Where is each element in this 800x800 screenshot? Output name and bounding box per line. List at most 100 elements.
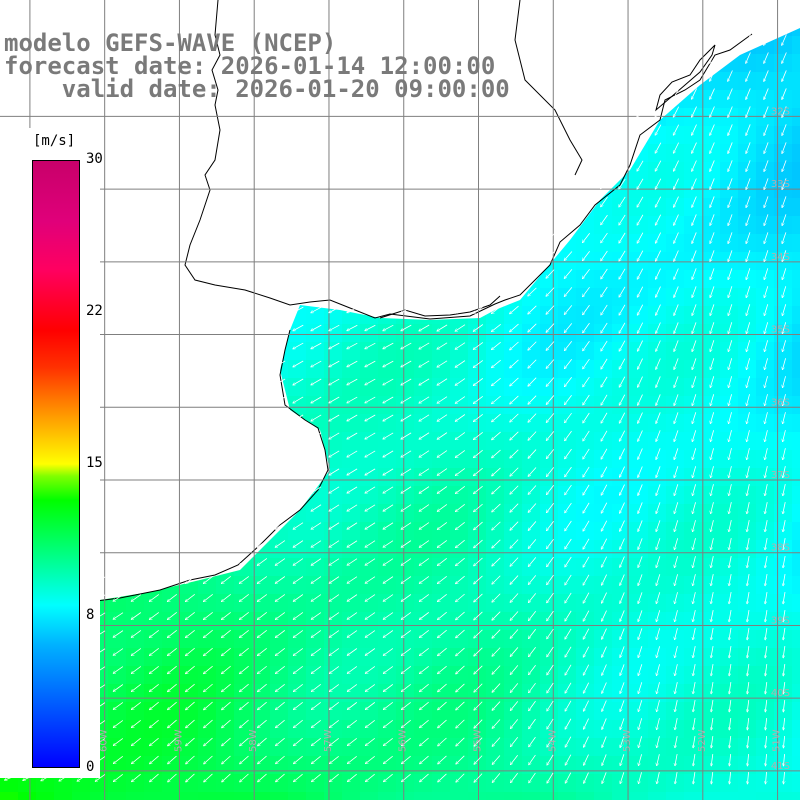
wind-speed-cell xyxy=(630,792,649,800)
wind-arrow xyxy=(275,522,286,530)
wind-arrow xyxy=(383,684,394,691)
wind-speed-cell xyxy=(468,342,487,361)
wind-speed-colorbar xyxy=(32,160,80,768)
wind-arrow xyxy=(583,358,590,369)
wind-arrow xyxy=(329,432,340,439)
wind-speed-cell xyxy=(396,396,415,415)
wind-speed-cell xyxy=(486,666,505,685)
wind-arrow xyxy=(747,574,750,586)
wind-arrow xyxy=(765,681,767,694)
wind-speed-cell xyxy=(414,648,433,667)
wind-speed-cell xyxy=(792,54,800,73)
wind-arrow xyxy=(419,647,429,655)
wind-arrow xyxy=(275,414,286,421)
wind-arrow xyxy=(546,413,555,422)
wind-speed-cell xyxy=(684,288,703,307)
wind-arrow xyxy=(728,34,733,46)
wind-arrow xyxy=(783,448,786,460)
wind-arrow xyxy=(710,376,715,387)
wind-speed-cell xyxy=(630,414,649,433)
wind-speed-cell xyxy=(558,738,577,757)
wind-speed-cell xyxy=(324,684,343,703)
wind-arrow xyxy=(221,683,231,692)
wind-arrow xyxy=(765,556,768,568)
wind-speed-cell xyxy=(774,234,793,253)
wind-arrow xyxy=(602,682,607,693)
wind-arrow xyxy=(437,306,448,313)
wind-arrow xyxy=(782,250,787,261)
wind-speed-cell xyxy=(594,342,613,361)
wind-arrow xyxy=(602,646,607,658)
wind-arrow xyxy=(765,466,768,478)
wind-arrow xyxy=(473,324,484,331)
wind-speed-cell xyxy=(324,792,343,800)
wind-arrow xyxy=(655,88,662,99)
wind-speed-cell xyxy=(342,756,361,775)
wind-arrow xyxy=(510,377,519,386)
wind-arrow xyxy=(149,594,160,601)
wind-arrow xyxy=(765,664,768,676)
wind-speed-cell xyxy=(216,576,235,595)
wind-speed-cell xyxy=(666,630,685,649)
wind-speed-cell xyxy=(360,702,379,721)
wind-speed-cell xyxy=(342,468,361,487)
wind-arrow xyxy=(185,629,195,637)
wind-arrow xyxy=(783,430,786,442)
wind-speed-cell xyxy=(666,486,685,505)
wind-speed-cell xyxy=(720,108,739,127)
wind-arrow xyxy=(619,268,626,279)
wind-speed-cell xyxy=(432,756,451,775)
wind-speed-cell xyxy=(540,324,559,343)
wind-speed-cell xyxy=(792,522,800,541)
wind-arrow xyxy=(728,106,733,117)
wind-arrow xyxy=(293,522,304,530)
wind-speed-cell xyxy=(414,378,433,397)
wind-arrow xyxy=(365,486,376,493)
wind-arrow xyxy=(564,412,572,423)
wind-speed-cell xyxy=(468,432,487,451)
wind-speed-cell xyxy=(684,306,703,325)
wind-speed-cell xyxy=(792,252,800,271)
wind-arrow xyxy=(510,575,519,585)
wind-arrow xyxy=(293,701,303,709)
wind-speed-cell xyxy=(576,432,595,451)
wind-speed-cell xyxy=(270,738,289,757)
wind-speed-cell xyxy=(144,702,163,721)
wind-speed-cell xyxy=(594,360,613,379)
wind-arrow xyxy=(765,502,768,514)
wind-arrow xyxy=(275,630,286,637)
wind-arrow xyxy=(710,268,715,279)
wind-speed-cell xyxy=(504,576,523,595)
wind-arrow xyxy=(311,684,322,691)
wind-arrow xyxy=(764,250,769,261)
wind-speed-cell xyxy=(378,450,397,469)
wind-speed-cell xyxy=(450,414,469,433)
wind-speed-cell xyxy=(468,504,487,523)
wind-speed-cell xyxy=(432,594,451,613)
wind-speed-cell xyxy=(360,360,379,379)
wind-speed-cell xyxy=(234,630,253,649)
wind-arrow xyxy=(600,160,608,171)
wind-speed-cell xyxy=(792,684,800,703)
wind-arrow xyxy=(764,268,769,279)
wind-speed-cell xyxy=(504,666,523,685)
wind-arrow xyxy=(474,575,483,584)
wind-arrow xyxy=(619,160,626,171)
wind-arrow xyxy=(692,304,697,315)
wind-arrow xyxy=(383,504,394,511)
wind-speed-cell xyxy=(504,594,523,613)
wind-speed-cell xyxy=(648,396,667,415)
wind-arrow xyxy=(546,341,555,351)
wind-arrow xyxy=(692,268,697,279)
wind-speed-cell xyxy=(702,342,721,361)
wind-speed-cell xyxy=(792,216,800,235)
wind-arrow xyxy=(782,124,787,135)
wind-speed-cell xyxy=(594,720,613,739)
wind-speed-cell xyxy=(738,90,757,109)
latitude-label: 38S xyxy=(771,543,790,554)
wind-speed-cell xyxy=(540,414,559,433)
wind-speed-cell xyxy=(648,360,667,379)
wind-speed-cell xyxy=(468,612,487,631)
wind-speed-cell xyxy=(594,234,613,253)
wind-speed-cell xyxy=(486,504,505,523)
